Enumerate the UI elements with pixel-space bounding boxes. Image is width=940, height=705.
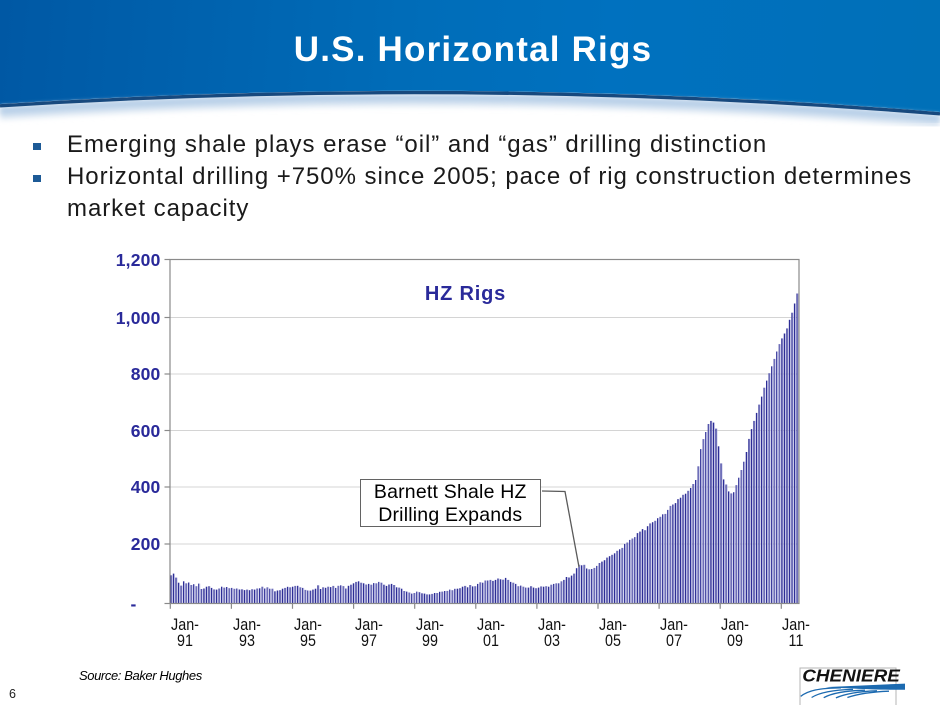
svg-text:CHENIERE: CHENIERE: [802, 665, 900, 685]
